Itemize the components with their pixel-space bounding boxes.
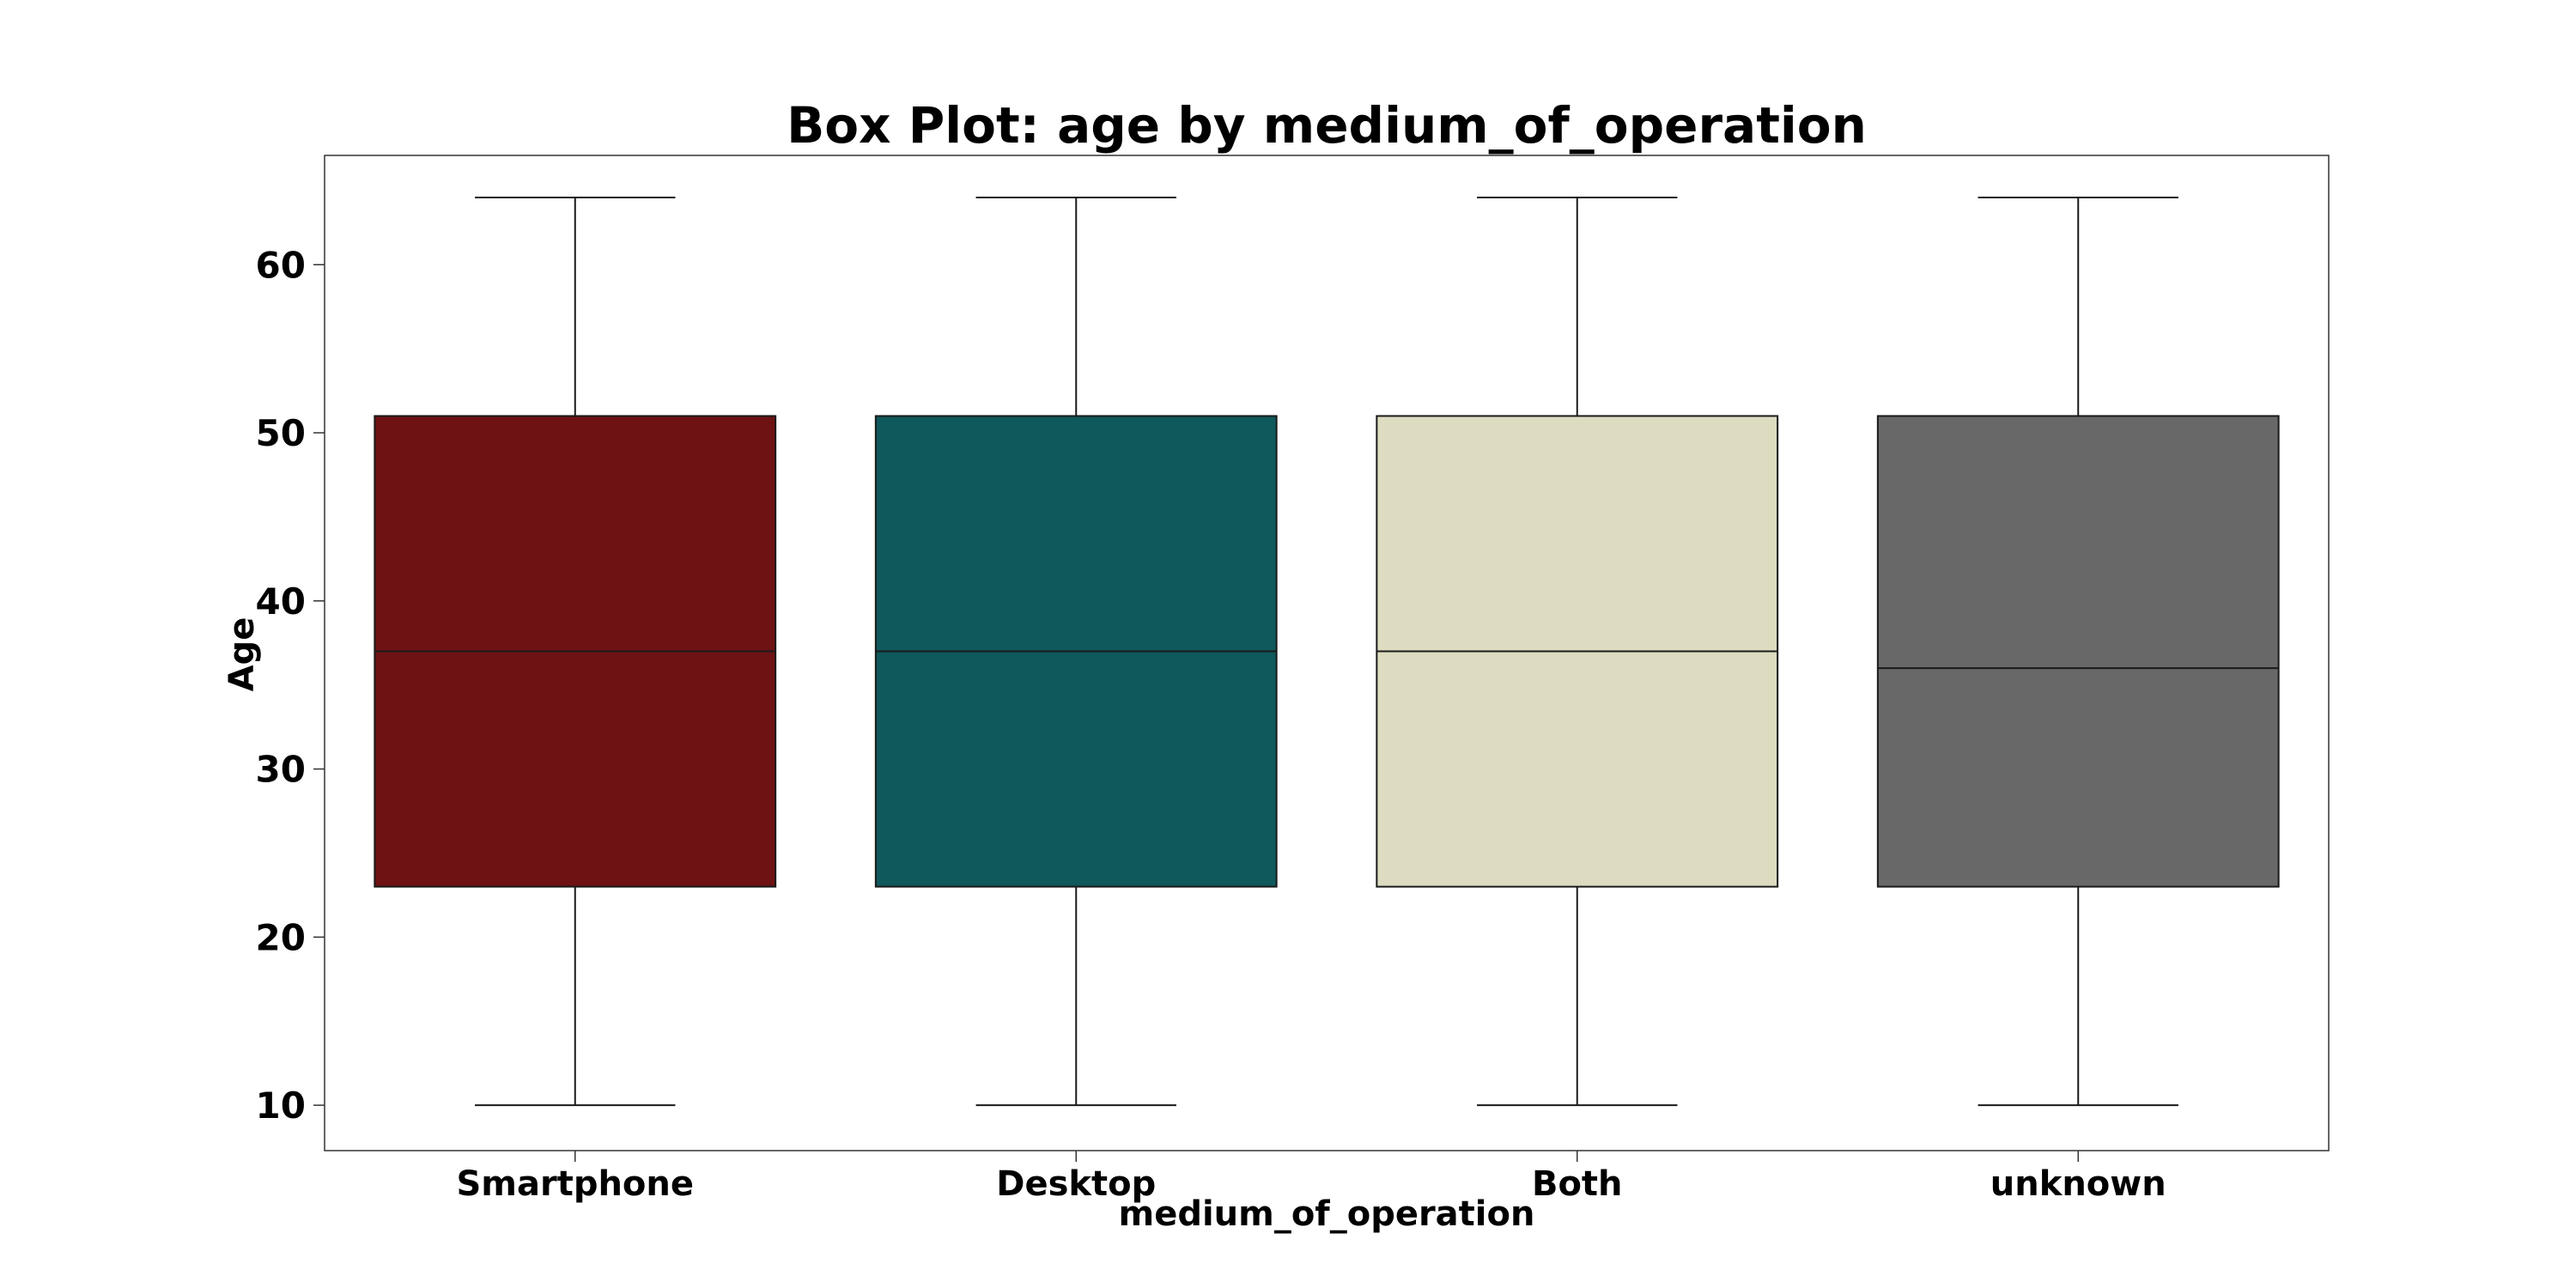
x-axis-label: medium_of_operation: [1119, 1194, 1535, 1234]
iqr-box: [1876, 415, 2280, 888]
y-axis: 10 20 30 40 50 60: [256, 244, 325, 1127]
plot-area-frame: [324, 155, 2330, 1151]
box-desktop: [874, 196, 1278, 1107]
y-tick-label: 30: [256, 749, 306, 791]
x-tick-label: unknown: [1990, 1164, 2166, 1204]
y-tick-label: 40: [256, 580, 306, 623]
y-tick-label: 10: [256, 1084, 306, 1127]
x-tick-label: Smartphone: [456, 1164, 694, 1204]
chart-title: Box Plot: age by medium_of_operation: [787, 96, 1867, 155]
y-tick-label: 50: [256, 412, 306, 454]
x-axis: Smartphone Desktop Both unknown: [456, 1151, 2166, 1204]
y-tick-label: 20: [256, 916, 306, 958]
x-tick-label: Desktop: [996, 1164, 1156, 1204]
box-series: [374, 196, 2280, 1107]
x-tick-label: Both: [1532, 1164, 1623, 1204]
box-unknown: [1876, 196, 2280, 1107]
box-both: [1376, 196, 1779, 1107]
y-tick-label: 60: [256, 244, 306, 286]
y-axis-label: Age: [222, 617, 262, 692]
box-smartphone: [374, 196, 777, 1107]
